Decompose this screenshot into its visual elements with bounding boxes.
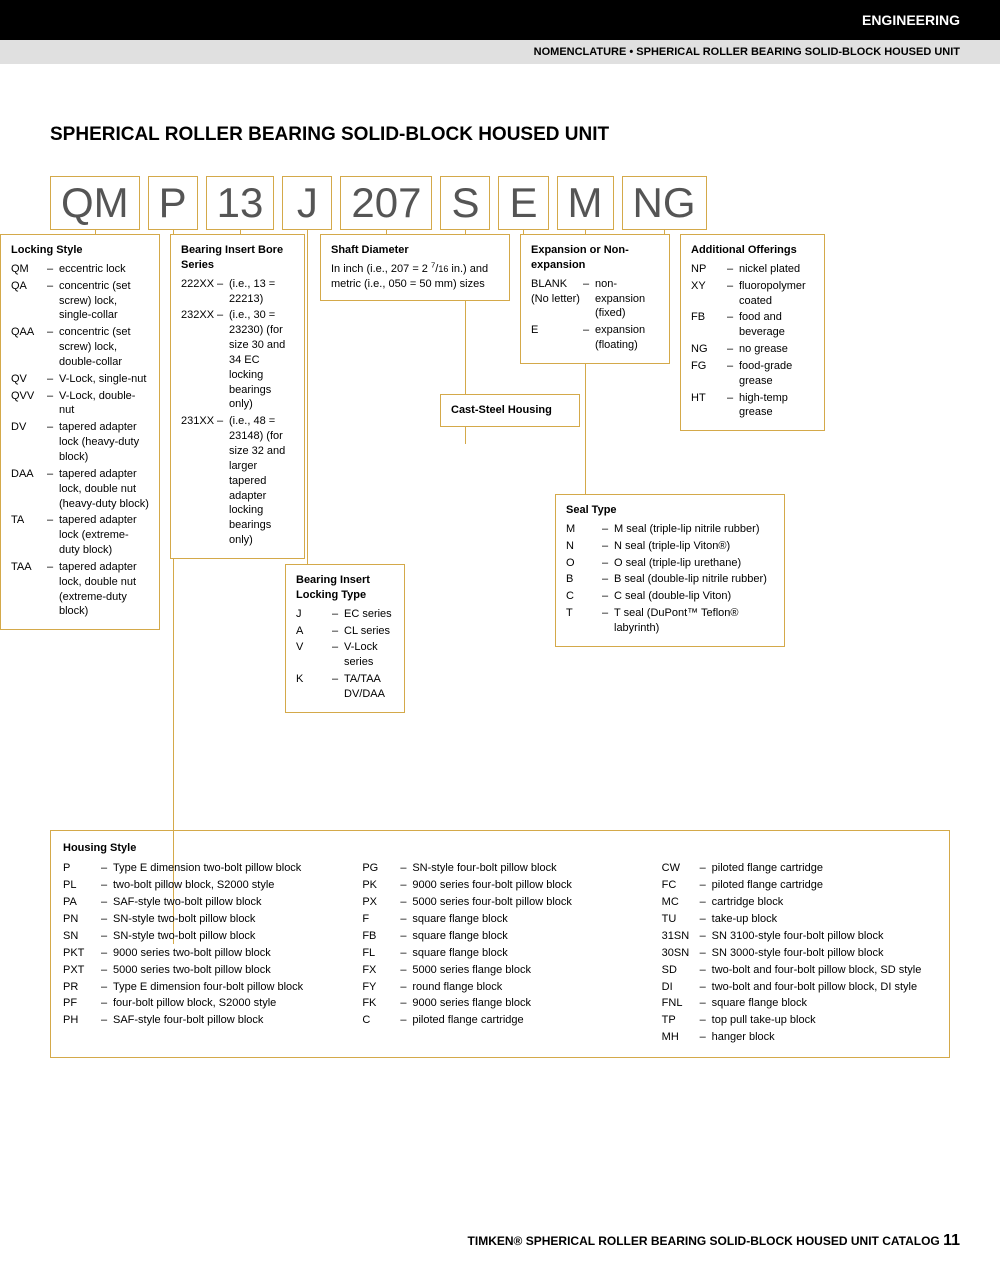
kv-row: O–O seal (triple-lip urethane) xyxy=(566,556,774,571)
seal-type-title: Seal Type xyxy=(566,503,774,518)
housing-row: SD–two-bolt and four-bolt pillow block, … xyxy=(662,963,937,979)
housing-row: C–piloted flange cartridge xyxy=(362,1013,637,1029)
locking-type-title: Bearing Insert Locking Type xyxy=(296,573,394,603)
kv-row: FG–food-grade grease xyxy=(691,359,814,389)
housing-row: PF–four-bolt pillow block, S2000 style xyxy=(63,996,338,1012)
chip-qm: QM xyxy=(50,176,140,230)
kv-row: BLANK (No letter)–non-expansion (fixed) xyxy=(531,277,659,322)
kv-row: 232XX–(i.e., 30 = 23230) (for size 30 an… xyxy=(181,308,294,412)
chip-j: J xyxy=(282,176,332,230)
kv-row: TA–tapered adapter lock (extreme-duty bl… xyxy=(11,513,149,558)
nomenclature-chips: QMP13J207SEMNG xyxy=(50,176,950,230)
shaft-diameter-box: Shaft Diameter In inch (i.e., 207 = 2 7/… xyxy=(320,234,510,301)
housing-row: F–square flange block xyxy=(362,912,637,928)
housing-row: PK–9000 series four-bolt pillow block xyxy=(362,878,637,894)
kv-row: C–C seal (double-lip Viton) xyxy=(566,589,774,604)
housing-row: PR–Type E dimension four-bolt pillow blo… xyxy=(63,980,338,996)
kv-row: XY–fluoropolymer coated xyxy=(691,279,814,309)
kv-row: QA–concentric (set screw) lock, single-c… xyxy=(11,279,149,324)
locking-style-box: Locking Style QM–eccentric lock QA–concen… xyxy=(0,234,160,630)
chip-ng: NG xyxy=(622,176,707,230)
header-section: ENGINEERING xyxy=(0,0,1000,40)
chip-13: 13 xyxy=(206,176,275,230)
kv-row: DAA–tapered adapter lock, double nut (he… xyxy=(11,467,149,512)
kv-row: J–EC series xyxy=(296,607,394,622)
additional-title: Additional Offerings xyxy=(691,243,814,258)
housing-row: CW–piloted flange cartridge xyxy=(662,861,937,877)
bore-series-title: Bearing Insert Bore Series xyxy=(181,243,294,273)
housing-row: FK–9000 series flange block xyxy=(362,996,637,1012)
housing-row: DI–two-bolt and four-bolt pillow block, … xyxy=(662,980,937,996)
housing-row: TU–take-up block xyxy=(662,912,937,928)
housing-row: PX–5000 series four-bolt pillow block xyxy=(362,895,637,911)
housing-row: PA–SAF-style two-bolt pillow block xyxy=(63,895,338,911)
housing-row: FC–piloted flange cartridge xyxy=(662,878,937,894)
cast-steel-box: Cast-Steel Housing xyxy=(440,394,580,427)
expansion-box: Expansion or Non-expansion BLANK (No let… xyxy=(520,234,670,364)
shaft-diameter-text: In inch (i.e., 207 = 2 7/16 in.) and met… xyxy=(331,262,499,292)
kv-row: QVV–V-Lock, double-nut xyxy=(11,389,149,419)
kv-row: QV–V-Lock, single-nut xyxy=(11,372,149,387)
housing-row: FB–square flange block xyxy=(362,929,637,945)
housing-row: PG–SN-style four-bolt pillow block xyxy=(362,861,637,877)
chip-e: E xyxy=(498,176,548,230)
housing-row: MC–cartridge block xyxy=(662,895,937,911)
housing-row: SN–SN-style two-bolt pillow block xyxy=(63,929,338,945)
chip-207: 207 xyxy=(340,176,432,230)
chip-p: P xyxy=(148,176,198,230)
footer: TIMKEN® SPHERICAL ROLLER BEARING SOLID-B… xyxy=(468,1232,960,1250)
housing-row: PL–two-bolt pillow block, S2000 style xyxy=(63,878,338,894)
kv-row: DV–tapered adapter lock (heavy-duty bloc… xyxy=(11,420,149,465)
housing-row: PN–SN-style two-bolt pillow block xyxy=(63,912,338,928)
housing-style-box: Housing Style P–Type E dimension two-bol… xyxy=(50,830,950,1058)
chip-s: S xyxy=(440,176,490,230)
housing-row: FY–round flange block xyxy=(362,980,637,996)
kv-row: HT–high-temp grease xyxy=(691,391,814,421)
housing-row: FL–square flange block xyxy=(362,946,637,962)
locking-style-title: Locking Style xyxy=(11,243,149,258)
housing-row: MH–hanger block xyxy=(662,1030,937,1046)
kv-row: B–B seal (double-lip nitrile rubber) xyxy=(566,572,774,587)
kv-row: E–expansion (floating) xyxy=(531,323,659,353)
locking-type-box: Bearing Insert Locking Type J–EC series A… xyxy=(285,564,405,713)
kv-row: K–TA/TAA DV/DAA xyxy=(296,672,394,702)
kv-row: 231XX–(i.e., 48 = 23148) (for size 32 an… xyxy=(181,414,294,548)
kv-row: FB–food and beverage xyxy=(691,310,814,340)
seal-type-box: Seal Type M–M seal (triple-lip nitrile r… xyxy=(555,494,785,647)
housing-row: PH–SAF-style four-bolt pillow block xyxy=(63,1013,338,1029)
chip-m: M xyxy=(557,176,614,230)
kv-row: QAA–concentric (set screw) lock, double-… xyxy=(11,325,149,370)
housing-row: FX–5000 series flange block xyxy=(362,963,637,979)
housing-row: P–Type E dimension two-bolt pillow block xyxy=(63,861,338,877)
kv-row: N–N seal (triple-lip Viton®) xyxy=(566,539,774,554)
housing-row: 31SN–SN 3100-style four-bolt pillow bloc… xyxy=(662,929,937,945)
kv-row: QM–eccentric lock xyxy=(11,262,149,277)
kv-row: NG–no grease xyxy=(691,342,814,357)
housing-row: 30SN–SN 3000-style four-bolt pillow bloc… xyxy=(662,946,937,962)
kv-row: TAA–tapered adapter lock, double nut (ex… xyxy=(11,560,149,619)
kv-row: A–CL series xyxy=(296,624,394,639)
bore-series-box: Bearing Insert Bore Series 222XX–(i.e., … xyxy=(170,234,305,559)
housing-row: PKT–9000 series two-bolt pillow block xyxy=(63,946,338,962)
housing-row: FNL–square flange block xyxy=(662,996,937,1012)
housing-row: TP–top pull take-up block xyxy=(662,1013,937,1029)
housing-style-title: Housing Style xyxy=(63,841,937,857)
kv-row: V–V-Lock series xyxy=(296,640,394,670)
kv-row: 222XX–(i.e., 13 = 22213) xyxy=(181,277,294,307)
shaft-diameter-title: Shaft Diameter xyxy=(331,243,499,258)
kv-row: T–T seal (DuPont™ Teflon® labyrinth) xyxy=(566,606,774,636)
kv-row: NP–nickel plated xyxy=(691,262,814,277)
kv-row: M–M seal (triple-lip nitrile rubber) xyxy=(566,522,774,537)
expansion-title: Expansion or Non-expansion xyxy=(531,243,659,273)
housing-row: PXT–5000 series two-bolt pillow block xyxy=(63,963,338,979)
additional-box: Additional Offerings NP–nickel plated XY–… xyxy=(680,234,825,431)
page-title: SPHERICAL ROLLER BEARING SOLID-BLOCK HOU… xyxy=(50,124,950,146)
header-breadcrumb: NOMENCLATURE • SPHERICAL ROLLER BEARING … xyxy=(0,40,1000,64)
